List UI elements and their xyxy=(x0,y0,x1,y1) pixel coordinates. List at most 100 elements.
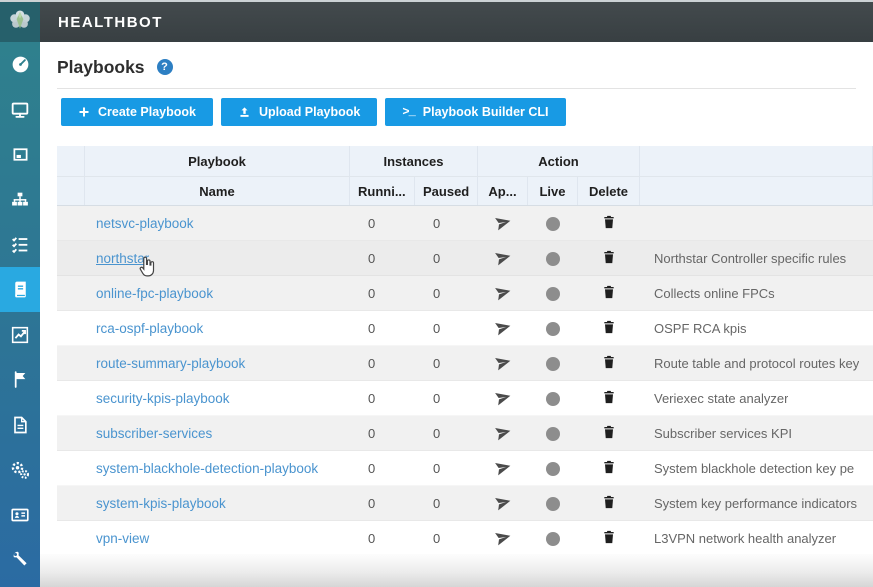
apply-playbook-button[interactable] xyxy=(494,529,512,549)
apply-playbook-button[interactable] xyxy=(494,494,512,514)
playbook-name-link[interactable]: netsvc-playbook xyxy=(96,216,194,231)
sidebar-item-dashboard[interactable] xyxy=(0,42,40,87)
live-status-icon[interactable] xyxy=(546,216,560,231)
playbook-description: Northstar Controller specific rules xyxy=(654,251,847,266)
sidebar-item-rules[interactable] xyxy=(0,222,40,267)
live-status-icon[interactable] xyxy=(546,531,560,546)
delete-playbook-button[interactable] xyxy=(601,389,617,408)
content-footer xyxy=(40,554,873,587)
delete-playbook-button[interactable] xyxy=(601,284,617,303)
apply-playbook-button[interactable] xyxy=(494,284,512,304)
live-status-icon[interactable] xyxy=(546,426,560,441)
apply-playbook-button[interactable] xyxy=(494,249,512,269)
delete-playbook-button[interactable] xyxy=(601,354,617,373)
playbook-name-link[interactable]: online-fpc-playbook xyxy=(96,286,214,301)
sidebar-item-playbooks[interactable] xyxy=(0,267,40,312)
apply-playbook-button[interactable] xyxy=(494,214,512,234)
sidebar-item-tools[interactable] xyxy=(0,537,40,582)
sidebar-item-topology[interactable] xyxy=(0,177,40,222)
playbook-name-link[interactable]: vpn-view xyxy=(96,531,150,546)
column-header-live[interactable]: Live xyxy=(528,177,578,205)
gears-icon xyxy=(9,459,31,481)
group-header-spacer xyxy=(57,146,85,176)
live-status-icon[interactable] xyxy=(546,321,560,336)
apply-send-icon xyxy=(494,214,512,234)
live-status-icon[interactable] xyxy=(546,496,560,511)
column-header-spacer xyxy=(57,177,85,205)
page-title: Playbooks xyxy=(57,56,145,77)
playbook-name-link[interactable]: security-kpis-playbook xyxy=(96,391,230,406)
sidebar-item-device-group[interactable] xyxy=(0,132,40,177)
column-header-delete[interactable]: Delete xyxy=(578,177,640,205)
column-header-name[interactable]: Name xyxy=(85,177,350,205)
column-header-paused[interactable]: Paused xyxy=(415,177,478,205)
sidebar-item-reports[interactable] xyxy=(0,402,40,447)
table-row-online-fpc-playbook: online-fpc-playbook 0 0 Collects online FPC… xyxy=(57,276,873,311)
playbook-name-link[interactable]: route-summary-playbook xyxy=(96,356,246,371)
paused-count: 0 xyxy=(433,286,441,301)
delete-trash-icon xyxy=(601,389,617,408)
create-playbook-button[interactable]: Create Playbook xyxy=(61,98,213,126)
live-status-icon[interactable] xyxy=(546,356,560,371)
apply-send-icon xyxy=(494,529,512,549)
playbook-description: Collects online FPCs xyxy=(654,286,775,301)
sidebar-item-settings[interactable] xyxy=(0,447,40,492)
paused-count: 0 xyxy=(433,251,441,266)
column-header-ap[interactable]: Ap... xyxy=(478,177,528,205)
apply-send-icon xyxy=(494,389,512,409)
sidebar-item-devices[interactable] xyxy=(0,87,40,132)
table-row-security-kpis-playbook: security-kpis-playbook 0 0 Veriexec state a… xyxy=(57,381,873,416)
delete-playbook-button[interactable] xyxy=(601,214,617,233)
apply-playbook-button[interactable] xyxy=(494,424,512,444)
apply-playbook-button[interactable] xyxy=(494,389,512,409)
table-row-vpn-view: vpn-view 0 0 L3VPN network health analyzer xyxy=(57,521,873,556)
apply-playbook-button[interactable] xyxy=(494,319,512,339)
upload-playbook-button[interactable]: Upload Playbook xyxy=(220,98,378,126)
running-count: 0 xyxy=(368,321,376,336)
table-row-northstar: northstar 0 0 Northstar Controller specific… xyxy=(57,241,873,276)
paused-count: 0 xyxy=(433,321,441,336)
playbook-name-link[interactable]: rca-ospf-playbook xyxy=(96,321,204,336)
running-count: 0 xyxy=(368,426,376,441)
delete-playbook-button[interactable] xyxy=(601,424,617,443)
apply-playbook-button[interactable] xyxy=(494,354,512,374)
running-count: 0 xyxy=(368,356,376,371)
live-status-icon[interactable] xyxy=(546,251,560,266)
app-logo[interactable] xyxy=(0,2,40,42)
playbook-builder-cli-button[interactable]: >_ Playbook Builder CLI xyxy=(385,98,566,126)
playbook-name-link[interactable]: subscriber-services xyxy=(96,426,213,441)
sidebar-item-administration[interactable] xyxy=(0,492,40,537)
help-circle-icon[interactable]: ? xyxy=(156,59,173,75)
table-column-header-row: Name Runni... Paused Ap... Live Delete xyxy=(57,177,873,206)
running-count: 0 xyxy=(368,216,376,231)
live-status-icon[interactable] xyxy=(546,286,560,301)
apply-send-icon xyxy=(494,319,512,339)
playbooks-table: Playbook Instances Action Name Runni... Paus… xyxy=(57,146,873,556)
table-row-rca-ospf-playbook: rca-ospf-playbook 0 0 OSPF RCA kpis xyxy=(57,311,873,346)
row-spacer xyxy=(57,206,85,241)
delete-playbook-button[interactable] xyxy=(601,494,617,513)
playbook-name-link[interactable]: northstar xyxy=(96,251,150,266)
main-content: Playbooks ? Create Playbook Upload Playbo… xyxy=(40,42,873,587)
sidebar-item-charts[interactable] xyxy=(0,312,40,357)
title-divider xyxy=(57,88,856,89)
column-header-runni[interactable]: Runni... xyxy=(350,177,415,205)
group-header-action: Action xyxy=(478,146,640,176)
row-spacer xyxy=(57,381,85,416)
apply-playbook-button[interactable] xyxy=(494,459,512,479)
sitemap-icon xyxy=(9,189,31,211)
delete-playbook-button[interactable] xyxy=(601,319,617,338)
delete-playbook-button[interactable] xyxy=(601,249,617,268)
button-label: Create Playbook xyxy=(98,105,196,119)
delete-playbook-button[interactable] xyxy=(601,529,617,548)
button-label: Playbook Builder CLI xyxy=(422,105,549,119)
playbook-name-link[interactable]: system-blackhole-detection-playbook xyxy=(96,461,319,476)
row-spacer xyxy=(57,276,85,311)
playbook-name-link[interactable]: system-kpis-playbook xyxy=(96,496,226,511)
delete-playbook-button[interactable] xyxy=(601,459,617,478)
paused-count: 0 xyxy=(433,531,441,546)
live-status-icon[interactable] xyxy=(546,461,560,476)
sidebar-item-alerts[interactable] xyxy=(0,357,40,402)
live-status-icon[interactable] xyxy=(546,391,560,406)
row-spacer xyxy=(57,451,85,486)
